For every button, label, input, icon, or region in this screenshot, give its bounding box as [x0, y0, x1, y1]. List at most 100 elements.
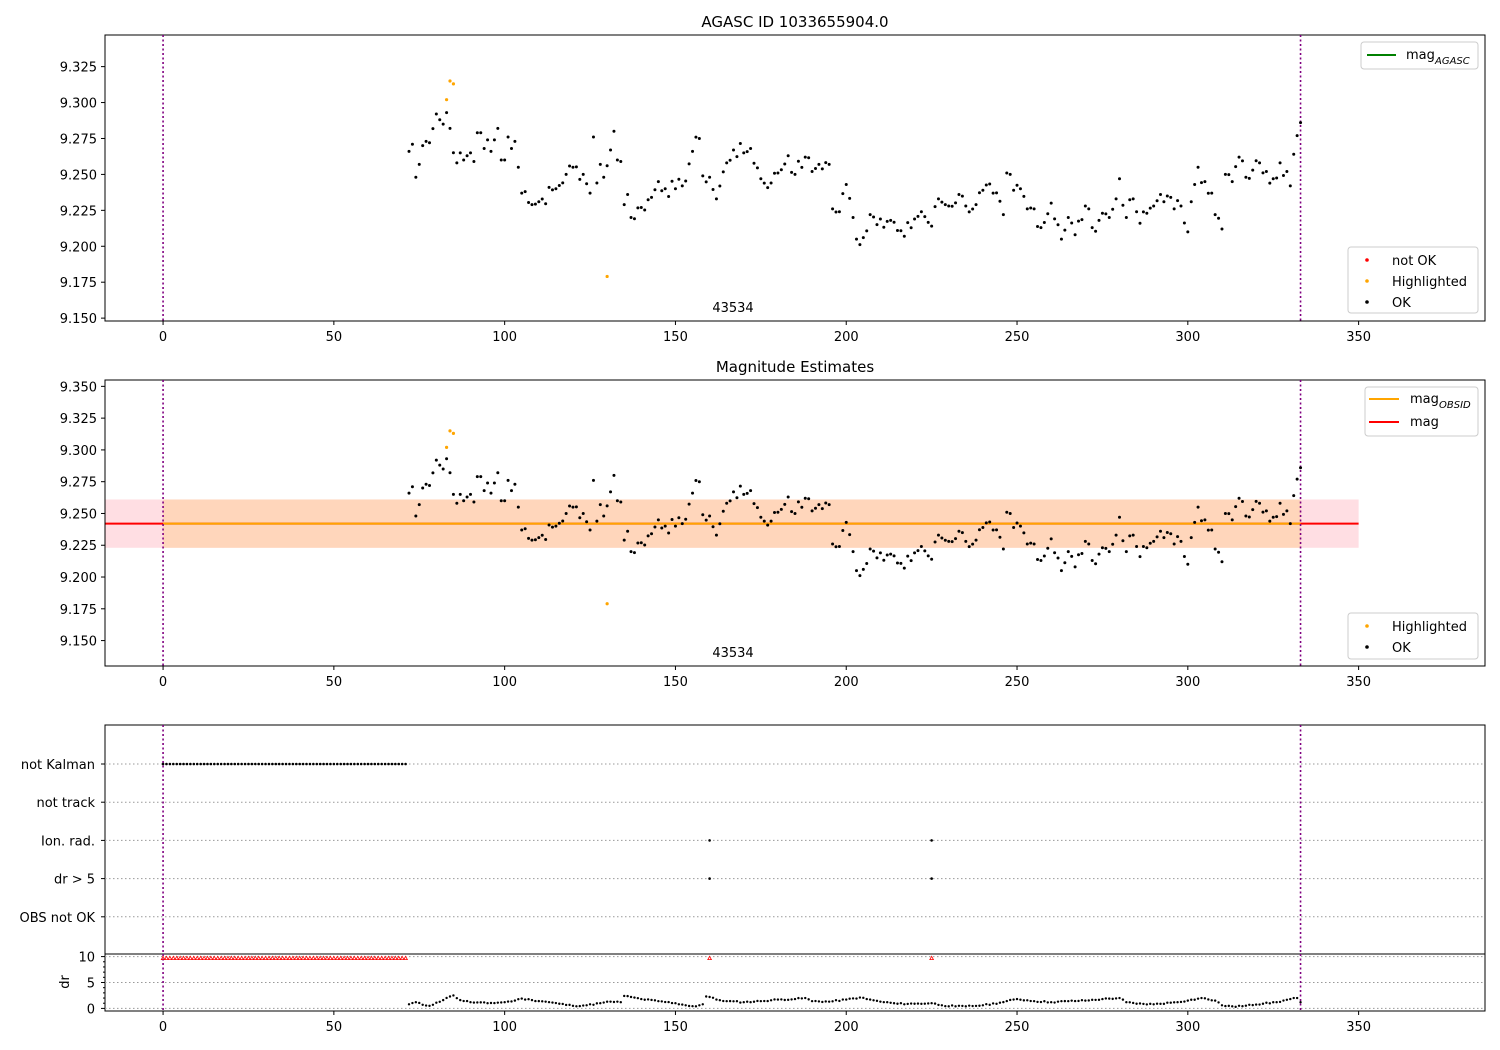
x-axis-top-tick-label: 200 — [834, 330, 859, 345]
ok-point — [848, 533, 852, 537]
ok-point — [516, 505, 520, 509]
ok-point — [1080, 551, 1084, 555]
dr-capped-point — [211, 955, 217, 961]
ok-point — [933, 205, 937, 209]
ok-point — [991, 191, 995, 195]
dr-axis-label: dr — [58, 975, 73, 989]
dr-point — [660, 1000, 663, 1003]
dr-point — [530, 998, 534, 1002]
x-axis-top-tick-label: 250 — [1005, 330, 1030, 345]
dr-point — [677, 1003, 681, 1006]
ok-point — [882, 558, 886, 562]
dr-point — [950, 1004, 954, 1007]
dr-point — [763, 999, 766, 1003]
ok-point — [506, 135, 510, 139]
ok-point — [568, 164, 572, 168]
ok-point — [779, 507, 783, 511]
dr-point — [687, 1004, 691, 1008]
flag-point — [376, 762, 380, 766]
ok-point — [1118, 177, 1122, 181]
ok-point — [1244, 175, 1248, 179]
ok-point — [578, 177, 582, 181]
ok-point — [687, 162, 691, 166]
ok-point — [441, 122, 445, 126]
dr-point — [991, 1002, 995, 1005]
ok-point — [1066, 216, 1070, 220]
ok-point — [612, 129, 616, 133]
dr-point — [482, 1001, 486, 1004]
ok-point — [947, 204, 951, 208]
dr-point — [906, 1002, 909, 1006]
dr-point — [554, 1001, 558, 1005]
flag-point — [359, 762, 363, 766]
ok-point — [906, 221, 910, 225]
dr-point — [500, 1001, 503, 1004]
ok-point — [1135, 545, 1139, 549]
ok-point — [438, 118, 442, 122]
dr-capped-point — [341, 955, 347, 961]
ok-point — [574, 505, 578, 509]
dr-point — [947, 1005, 950, 1008]
dr-point — [510, 1000, 513, 1003]
dr-point — [575, 1005, 578, 1008]
ok-point — [1090, 226, 1094, 230]
ok-point — [1005, 171, 1009, 175]
ok-point — [1278, 161, 1282, 165]
ok-point — [721, 170, 725, 174]
ok-point — [1210, 528, 1214, 532]
dr-point — [769, 999, 773, 1002]
ok-point — [1152, 539, 1156, 543]
dr-point — [568, 1003, 571, 1007]
ok-point — [1251, 168, 1255, 172]
ok-point — [533, 538, 537, 542]
ok-point — [1165, 194, 1169, 198]
dr-point — [961, 1004, 964, 1008]
ok-point — [632, 551, 636, 555]
ok-point — [1203, 518, 1207, 522]
ok-point — [554, 187, 558, 191]
dr-point — [749, 1000, 752, 1004]
dr-capped-point — [181, 955, 187, 961]
ok-point — [1288, 522, 1292, 526]
ok-point — [1179, 539, 1183, 543]
ok-point — [1008, 172, 1012, 176]
ok-point — [735, 155, 739, 159]
dr-capped-point — [297, 955, 303, 961]
ok-point — [1295, 477, 1299, 481]
ok-point — [472, 500, 476, 504]
ok-point — [1254, 499, 1258, 503]
ok-point — [428, 484, 432, 488]
ok-point — [773, 171, 777, 175]
ok-point — [868, 213, 872, 217]
ok-point — [1261, 171, 1265, 175]
dr-capped-point — [286, 955, 292, 961]
dr-point — [909, 1002, 913, 1005]
dr-point — [875, 999, 879, 1003]
ok-point — [940, 536, 944, 540]
ok-point — [455, 161, 459, 165]
ok-point — [598, 503, 602, 507]
ok-point — [824, 161, 828, 165]
ok-point — [1285, 170, 1289, 174]
ok-point — [892, 554, 896, 558]
ok-point — [1141, 545, 1145, 549]
ok-point — [448, 471, 452, 475]
dr-point — [1019, 998, 1022, 1001]
dr-point — [435, 1001, 438, 1004]
dr-point — [804, 996, 807, 1000]
ok-point — [465, 495, 469, 499]
dr-point — [1125, 1000, 1128, 1004]
ok-point — [1155, 199, 1159, 203]
dr-point — [718, 999, 722, 1002]
ok-point — [431, 471, 435, 475]
ok-point — [1199, 181, 1203, 185]
dr-point — [1289, 997, 1292, 1001]
ok-point — [615, 499, 619, 503]
dr-point — [1237, 1004, 1241, 1007]
ok-point — [1182, 554, 1186, 558]
dr-capped-point — [379, 955, 385, 961]
dr-point — [472, 1001, 476, 1004]
ok-point — [872, 215, 876, 219]
dr-point — [868, 998, 872, 1001]
ok-point — [1196, 165, 1200, 169]
